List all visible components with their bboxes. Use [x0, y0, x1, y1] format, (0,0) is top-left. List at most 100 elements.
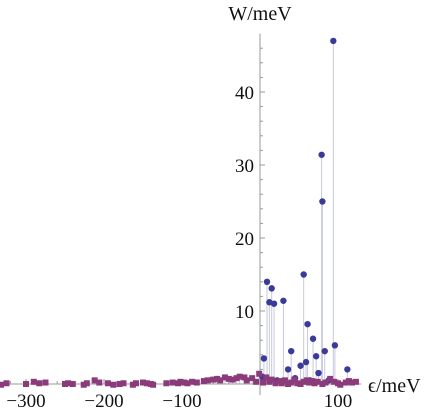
data-point-square	[314, 378, 321, 385]
data-point-square	[140, 379, 146, 386]
data-point-square	[249, 375, 256, 382]
data-point-square	[263, 374, 270, 381]
data-point-square	[352, 378, 359, 385]
x-tick-label: −200	[84, 391, 123, 412]
data-point-square	[181, 379, 188, 386]
data-point-circle	[312, 353, 320, 360]
data-point-square	[169, 379, 176, 386]
data-point-circle	[288, 347, 295, 355]
data-point-circle	[318, 151, 325, 158]
data-point-square	[221, 374, 228, 381]
data-point-square	[337, 381, 344, 388]
data-point-square	[30, 378, 37, 385]
data-point-circle	[268, 285, 275, 292]
data-point-square	[281, 377, 288, 384]
data-point-square	[306, 379, 313, 386]
data-point-circle	[319, 198, 326, 205]
data-point-square	[327, 375, 334, 382]
data-point-circle	[260, 355, 268, 362]
data-point-square	[345, 378, 352, 385]
data-point-square	[311, 380, 318, 387]
data-point-square	[225, 375, 232, 382]
data-point-square	[83, 380, 90, 387]
data-point-square	[96, 379, 103, 386]
y-tick-label: 10	[235, 302, 254, 323]
data-point-square	[129, 381, 136, 388]
data-point-square	[272, 380, 279, 387]
data-point-square	[288, 379, 295, 386]
data-point-square	[204, 377, 211, 384]
data-point-square	[120, 380, 127, 387]
data-point-square	[210, 376, 217, 383]
data-point-square	[285, 381, 292, 387]
data-point-square	[268, 376, 275, 383]
data-point-circle	[321, 347, 328, 355]
data-point-circle	[280, 297, 287, 304]
data-point-square	[256, 370, 263, 377]
data-point-circle	[331, 342, 339, 349]
data-point-square	[233, 375, 240, 382]
data-point-square	[177, 378, 184, 385]
data-point-square	[189, 378, 196, 385]
data-point-square	[36, 380, 43, 387]
data-point-square	[291, 376, 298, 383]
data-points	[0, 37, 359, 388]
y-axis-ticks	[260, 47, 265, 370]
data-point-square	[116, 381, 123, 387]
x-tick-label: −300	[6, 391, 45, 412]
data-point-square	[278, 380, 285, 387]
data-point-circle	[297, 362, 304, 369]
data-point-square	[143, 380, 150, 387]
data-point-circle	[300, 271, 307, 278]
data-point-square	[132, 380, 139, 387]
data-point-square	[184, 380, 191, 387]
x-tick-label: −100	[162, 391, 201, 412]
data-point-square	[322, 379, 329, 386]
data-point-square	[217, 377, 224, 384]
data-point-square	[104, 380, 111, 387]
data-point-circle	[330, 37, 337, 45]
y-tick-label: 30	[235, 156, 254, 177]
data-point-circle	[270, 300, 278, 307]
data-point-square	[349, 379, 356, 386]
data-point-square	[23, 381, 29, 387]
data-point-square	[236, 373, 243, 380]
data-point-square	[163, 380, 170, 387]
data-point-circle	[315, 369, 322, 377]
data-point-square	[65, 380, 72, 387]
data-point-square	[331, 378, 338, 385]
data-point-square	[200, 378, 207, 385]
data-point-square	[0, 381, 5, 388]
data-point-square	[297, 381, 304, 387]
data-point-square	[229, 376, 236, 383]
data-point-circle	[304, 320, 311, 328]
stem-lines	[0, 40, 357, 385]
data-point-circle	[284, 366, 292, 373]
data-point-square	[294, 380, 301, 387]
data-point-circle	[344, 366, 351, 373]
data-point-square	[193, 379, 200, 386]
data-point-circle	[302, 358, 310, 366]
data-point-square	[300, 378, 307, 385]
data-point-square	[214, 375, 221, 382]
y-tick-label: 20	[235, 229, 254, 250]
data-point-square	[80, 381, 87, 388]
data-point-square	[42, 379, 49, 386]
data-point-square	[150, 381, 157, 388]
data-point-circle	[263, 278, 271, 285]
data-point-square	[260, 379, 267, 386]
data-point-square	[62, 381, 68, 387]
y-tick-label: 40	[235, 83, 254, 104]
data-point-square	[110, 381, 117, 388]
data-point-square	[253, 378, 260, 385]
tick-labels: −300 −200 −100 100 10 20 30 40	[6, 83, 352, 412]
data-point-square	[342, 379, 349, 386]
x-tick-label: 100	[324, 391, 353, 412]
data-point-circle	[309, 335, 317, 342]
y-axis-label: W/meV	[228, 3, 292, 25]
data-point-square	[319, 381, 326, 387]
data-point-square	[69, 381, 76, 387]
x-axis-label: ϵ/meV	[368, 375, 421, 397]
data-point-square	[243, 377, 250, 384]
